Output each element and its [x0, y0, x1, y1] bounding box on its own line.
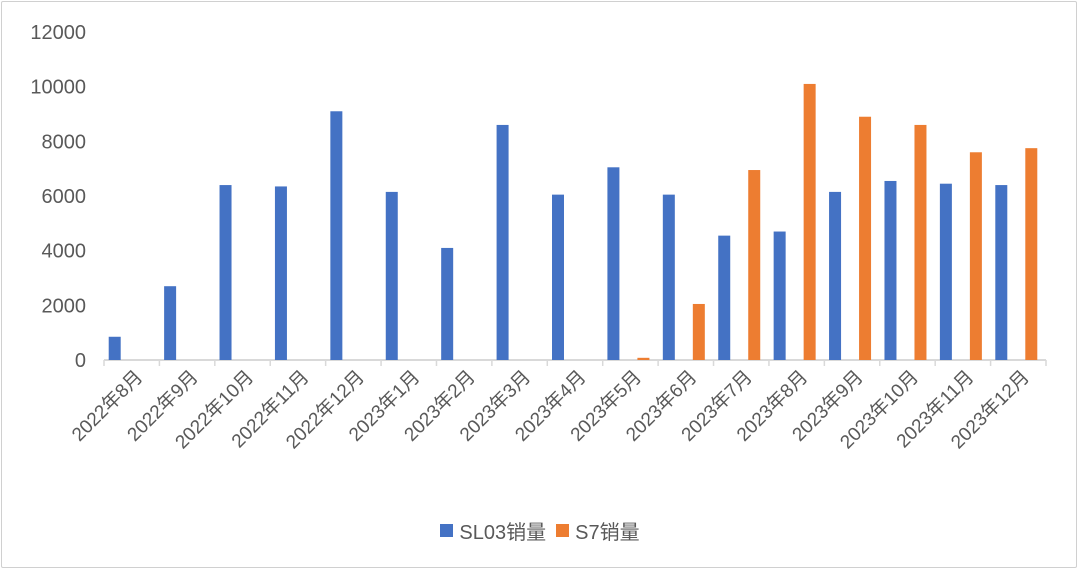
- legend-swatch-s7: [556, 523, 570, 537]
- y-tick-label: 2000: [42, 295, 87, 317]
- x-axis: 2022年8月2022年9月2022年10月2022年11月2022年12月20…: [67, 359, 1047, 453]
- bar-sl03: [773, 231, 786, 360]
- y-tick-label: 6000: [42, 186, 87, 208]
- bar-sl03: [219, 185, 232, 360]
- legend-item-sl03: SL03销量: [440, 516, 546, 545]
- y-tick-label: 10000: [30, 77, 86, 99]
- bar-s7: [637, 357, 650, 360]
- bar-sl03: [164, 286, 177, 360]
- legend-label-s7: S7销量: [575, 521, 640, 544]
- y-axis: 0 2000 4000 6000 8000 10000 12000: [30, 22, 86, 372]
- bar-sl03: [829, 191, 842, 360]
- bar-s7: [748, 170, 761, 360]
- legend-item-s7: S7销量: [556, 516, 640, 545]
- bar-sl03: [939, 183, 952, 360]
- bar-sl03: [995, 185, 1008, 360]
- bar-sl03: [884, 180, 897, 360]
- bar-sl03: [607, 167, 620, 360]
- bar-sl03: [718, 235, 731, 360]
- bar-s7: [969, 152, 982, 360]
- bar-sl03: [108, 336, 121, 360]
- bar-sl03: [330, 111, 343, 361]
- bar-sl03: [385, 191, 398, 360]
- bar-sl03: [274, 186, 287, 360]
- bar-s7: [859, 116, 872, 360]
- bar-sl03: [496, 124, 509, 360]
- legend: SL03销量 S7销量: [0, 515, 1080, 545]
- bar-s7: [803, 83, 816, 360]
- bar-sl03: [441, 247, 454, 360]
- legend-label-sl03: SL03销量: [459, 521, 547, 544]
- bars: [108, 83, 1038, 361]
- y-tick-label: 12000: [30, 22, 86, 44]
- bar-sl03: [662, 194, 675, 360]
- legend-swatch-sl03: [440, 523, 454, 537]
- y-tick-label: 4000: [42, 241, 87, 263]
- bar-s7: [692, 303, 705, 360]
- y-tick-label: 0: [75, 350, 86, 372]
- bar-sl03: [552, 194, 564, 360]
- bar-s7: [914, 124, 927, 360]
- bar-s7: [1025, 148, 1038, 360]
- y-tick-label: 8000: [42, 131, 87, 153]
